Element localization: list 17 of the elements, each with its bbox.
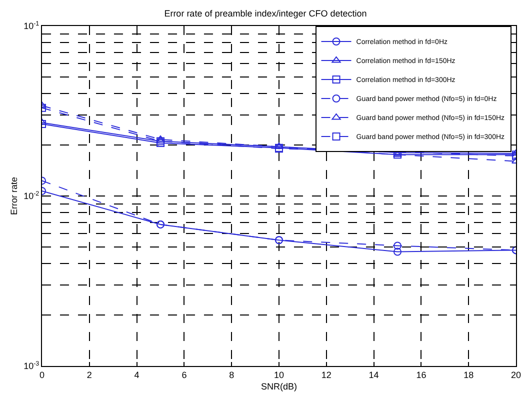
x-tick-label: 18 (464, 370, 474, 380)
x-tick-label: 12 (321, 370, 332, 380)
x-tick-label: 10 (274, 370, 284, 380)
x-axis-title: SNR(dB) (260, 382, 298, 392)
y-tick-label: 10$^{-2}$ (24, 190, 40, 202)
chart-title: Error rate of preamble index/integer CFO detection (164, 8, 367, 18)
y-tick-label: 10$^{-3}$ (24, 360, 40, 372)
x-tick-label: 8 (229, 370, 234, 380)
x-tick-label: 2 (86, 370, 92, 380)
y-axis-title: Error rate (8, 176, 19, 216)
x-tick-label: 4 (134, 370, 140, 380)
x-tick-label: 6 (182, 370, 187, 380)
x-tick-label: 20 (510, 370, 522, 380)
x-tick-label: 14 (368, 370, 379, 380)
x-tick-label: 0 (39, 370, 45, 380)
y-tick-label: 10$^{-1}$ (24, 20, 40, 32)
x-tick-label: 16 (416, 370, 426, 380)
